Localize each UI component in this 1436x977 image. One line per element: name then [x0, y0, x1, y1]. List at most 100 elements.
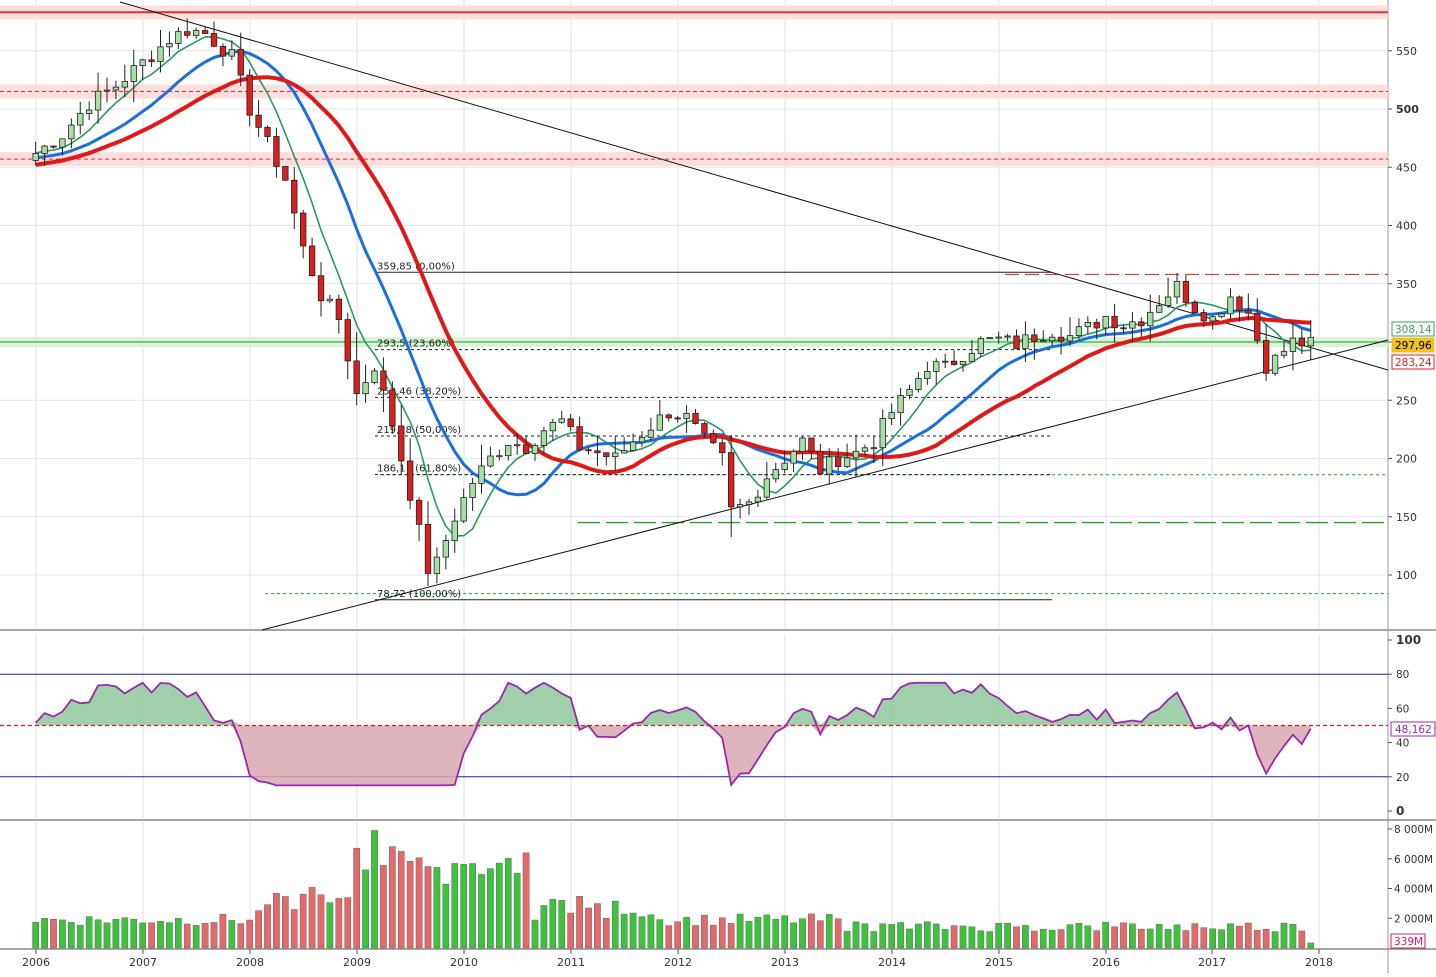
osc-tick-label: 60	[1396, 703, 1409, 715]
volume-tick-label: 8 000M	[1394, 824, 1433, 836]
volume-bar	[1102, 922, 1109, 949]
volume-bar	[1289, 924, 1297, 949]
volume-bar	[1200, 927, 1208, 949]
candle	[1200, 312, 1207, 322]
volume-bar	[362, 869, 369, 949]
candle	[255, 114, 262, 128]
candle	[371, 370, 378, 384]
fib-label: 219,28 (50,00%)	[377, 425, 461, 436]
year-tick-label: 2012	[664, 956, 692, 969]
volume-bar	[59, 919, 66, 949]
candle	[701, 423, 708, 434]
candle	[1307, 336, 1314, 347]
volume-bar	[817, 920, 824, 949]
candle	[1289, 337, 1297, 352]
volume-bar	[727, 923, 735, 949]
volume-bar	[843, 931, 851, 949]
volume-bar	[1093, 930, 1101, 949]
price-tag	[1391, 337, 1435, 353]
volume-tick-label: 2 000M	[1394, 913, 1433, 925]
volume-bar	[977, 930, 985, 949]
volume-bar	[1245, 922, 1252, 949]
volume-bar	[692, 925, 699, 949]
candle	[1049, 336, 1056, 342]
volume-bar	[781, 915, 788, 949]
volume-bar	[932, 923, 940, 949]
candle	[1164, 296, 1172, 307]
volume-bar	[335, 898, 343, 949]
volume-bar	[1022, 925, 1029, 949]
candle	[799, 437, 806, 452]
candle	[621, 450, 628, 454]
candle	[362, 382, 369, 395]
volume-bar	[1164, 928, 1172, 949]
volume-bar	[594, 903, 601, 949]
candle	[968, 353, 976, 362]
candle	[1129, 321, 1136, 329]
candle	[300, 212, 307, 247]
candle	[692, 412, 699, 424]
volume-bar	[531, 919, 539, 949]
price-tag-label: 297,96	[1395, 340, 1432, 352]
price-tick-label: 100	[1396, 569, 1417, 582]
volume-bar	[924, 921, 931, 949]
volume-bar	[861, 923, 869, 949]
candle	[1111, 316, 1118, 329]
candle	[1218, 313, 1225, 318]
price-tick-label: 550	[1396, 45, 1417, 58]
candle	[1022, 334, 1029, 350]
volume-bar	[237, 923, 245, 949]
candle	[959, 361, 967, 365]
volume-bar	[1057, 929, 1065, 949]
oscillator-fill-below	[35, 725, 1311, 786]
volume-bar	[986, 931, 994, 949]
price-tag-label: 283,24	[1395, 357, 1432, 369]
candle	[121, 81, 128, 88]
volume-bar	[1111, 926, 1118, 949]
candle	[451, 520, 458, 541]
candle	[68, 124, 75, 140]
candle	[531, 445, 539, 454]
candle	[460, 497, 467, 522]
candle	[897, 394, 904, 414]
volume-bar	[1155, 924, 1163, 949]
year-tick-label: 2016	[1092, 956, 1120, 969]
volume-bar	[950, 925, 958, 949]
candle	[995, 336, 1002, 339]
volume-bar	[603, 917, 610, 949]
candle	[1271, 354, 1279, 374]
candle	[781, 462, 788, 470]
up-trendline	[261, 339, 1389, 631]
volume-bar	[246, 919, 253, 949]
volume-bar	[433, 867, 441, 949]
candle	[772, 469, 779, 480]
candle	[986, 337, 993, 340]
year-tick-label: 2014	[878, 956, 906, 969]
candle	[505, 445, 512, 457]
volume-bar	[148, 922, 155, 949]
volume-bar	[424, 866, 432, 949]
year-tick-label: 2013	[771, 956, 799, 969]
osc-value-tag	[1390, 721, 1436, 737]
volume-bar	[1129, 923, 1136, 949]
volume-bar	[897, 922, 904, 949]
volume-bar	[852, 921, 860, 949]
candle	[843, 457, 851, 467]
fib-label: 293,5 (23,60%)	[377, 339, 455, 350]
axes: 100150200250300350400450500550308,14297,…	[22, 45, 1436, 969]
volume-bar	[808, 913, 815, 949]
candle	[1040, 340, 1047, 343]
volume-bar	[567, 912, 574, 949]
candle	[906, 389, 913, 396]
candle	[879, 418, 886, 449]
candle	[826, 456, 833, 475]
candle	[86, 109, 93, 114]
candle	[398, 425, 405, 462]
volume-bar	[549, 899, 557, 949]
fib-label: 186,11 (61,80%)	[377, 464, 461, 475]
volume-bar	[344, 897, 352, 949]
volume-bar	[504, 858, 512, 949]
candle	[273, 136, 280, 167]
